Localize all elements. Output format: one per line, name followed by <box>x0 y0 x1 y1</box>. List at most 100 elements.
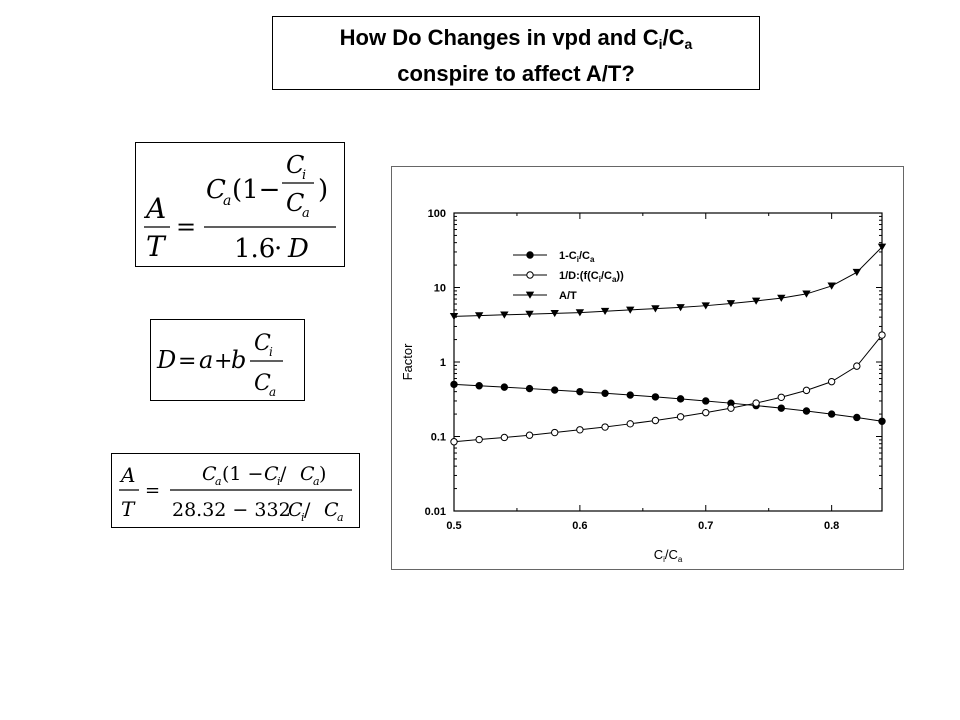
legend-text-part: /C <box>601 270 612 282</box>
data-point-series-3 <box>877 243 887 251</box>
equation-box-2: D = a + b C i C a <box>150 319 305 401</box>
eq1-dot: · <box>274 234 282 264</box>
eq1-one-minus: (1− <box>232 175 280 205</box>
eq1-T: T <box>146 230 167 263</box>
data-point-series-2 <box>878 331 886 339</box>
x-label-subscript: a <box>678 555 683 564</box>
x-tick-label: 0.5 <box>446 520 461 532</box>
eq2-D: D <box>156 346 176 374</box>
data-point-series-3 <box>777 294 786 302</box>
data-point-series-2 <box>525 431 534 439</box>
eq1-Ca-sub: a <box>223 193 231 209</box>
eq2-Ci-sub: i <box>269 345 273 359</box>
data-point-series-2 <box>651 416 660 425</box>
x-tick-label: 0.6 <box>572 520 587 532</box>
legend-text-part: 1/D:(f(C <box>559 270 599 282</box>
data-point-series-1 <box>576 387 584 396</box>
data-point-series-2 <box>702 408 710 417</box>
data-point-series-2 <box>601 423 609 431</box>
slide-title: How Do Changes in vpd and Ci/Ca conspire… <box>272 16 760 90</box>
eq1-Ca: C <box>206 175 226 205</box>
eq1-Ca-inner: C <box>286 189 304 217</box>
data-point-series-3 <box>550 309 559 318</box>
legend-subscript: a <box>612 275 617 284</box>
eq3-T: T <box>121 497 136 521</box>
y-tick-label: 0.1 <box>431 432 446 444</box>
data-point-series-1 <box>802 407 811 415</box>
chart-panel: 0.01 0.1 1 10 100 0.5 0.6 0.7 0.8 Factor Ci/Ca 1-Ci… <box>391 166 904 570</box>
title-subscript-i: i <box>658 36 663 52</box>
legend-label-3: A/T <box>559 290 577 302</box>
data-point-series-2 <box>551 428 559 437</box>
data-point-series-1 <box>551 386 559 394</box>
eq1-Ca-inner-sub: a <box>302 206 310 221</box>
title-text-part: /C <box>662 25 685 50</box>
legend-subscript: a <box>590 255 595 264</box>
eq3-den-Ca: C <box>324 499 339 521</box>
legend-marker-2 <box>526 271 534 279</box>
title-line-2: conspire to affect A/T? <box>397 61 635 86</box>
eq3-Ca2-sub: a <box>313 475 320 488</box>
eq2-Ci: C <box>254 331 271 356</box>
eq3-Ci-sub: i <box>277 475 281 488</box>
eq3-A: A <box>119 463 135 487</box>
y-tick-label: 1 <box>440 357 446 369</box>
eq3-Ca-sub: a <box>215 475 222 488</box>
legend-marker-3 <box>525 291 535 299</box>
eq3-one-minus: (1 − <box>222 463 263 485</box>
series-line-3 <box>453 246 883 317</box>
data-point-series-2 <box>475 435 483 444</box>
data-point-series-3 <box>852 268 862 277</box>
series-line-2 <box>453 334 883 443</box>
data-point-series-3 <box>525 310 534 318</box>
y-tick-label: 10 <box>434 283 446 295</box>
data-point-series-3 <box>676 304 685 312</box>
equation-3: A T = C a (1 − C i / C a ) 28.32 − 332 C… <box>119 463 352 524</box>
y-tick-label: 100 <box>428 208 446 220</box>
y-tick-label: 0.01 <box>425 506 446 518</box>
x-axis-label: Ci/Ca <box>654 547 683 564</box>
data-point-series-3 <box>600 307 610 316</box>
eq3-den-Ca-sub: a <box>337 511 344 524</box>
data-point-series-3 <box>701 302 710 310</box>
data-point-series-1 <box>525 384 534 393</box>
legend-text-part: /C <box>579 250 590 262</box>
data-point-series-3 <box>500 311 509 319</box>
eq2-plus: + <box>214 349 232 374</box>
y-axis-label: Factor <box>400 343 415 381</box>
data-point-series-1 <box>853 413 861 422</box>
data-point-series-1 <box>626 391 634 399</box>
data-point-series-1 <box>878 417 886 425</box>
data-point-series-1 <box>475 382 483 390</box>
x-label-subscript: i <box>663 555 665 564</box>
data-point-series-3 <box>726 300 736 308</box>
title-subscript-a: a <box>684 36 693 52</box>
data-point-series-2 <box>853 362 861 370</box>
eq2-Ca: C <box>254 371 271 396</box>
data-point-series-2 <box>752 399 760 407</box>
equation-box-3: A T = C a (1 − C i / C a ) 28.32 − 332 C… <box>111 453 360 528</box>
eq3-equals: = <box>145 480 160 501</box>
eq2-equals: = <box>178 349 196 374</box>
legend-text-part: 1-C <box>559 250 577 262</box>
x-label-part: C <box>654 547 663 562</box>
data-point-series-1 <box>777 404 785 412</box>
data-point-series-2 <box>777 393 785 401</box>
legend-label-2: 1/D:(f(Ci/Ca)) <box>559 270 624 284</box>
legend-text-part: )) <box>616 270 624 282</box>
eq1-Ci: C <box>286 151 304 179</box>
data-point-series-2 <box>576 426 584 434</box>
data-point-series-3 <box>449 312 459 321</box>
legend-marker-1 <box>526 251 534 259</box>
eq3-Ci: C <box>264 463 279 485</box>
data-point-series-3 <box>802 290 811 298</box>
eq3-slash-top: / <box>280 463 287 485</box>
equation-1: A T = C a (1− C i C a ) 1.6 · D <box>143 151 336 264</box>
data-point-series-1 <box>827 410 836 418</box>
eq2-b: b <box>231 346 246 374</box>
eq1-D: D <box>287 234 309 264</box>
eq1-Ci-sub: i <box>302 168 306 183</box>
eq1-den-const: 1.6 <box>234 234 275 264</box>
plot-frame <box>453 212 883 512</box>
data-point-series-3 <box>751 297 761 305</box>
